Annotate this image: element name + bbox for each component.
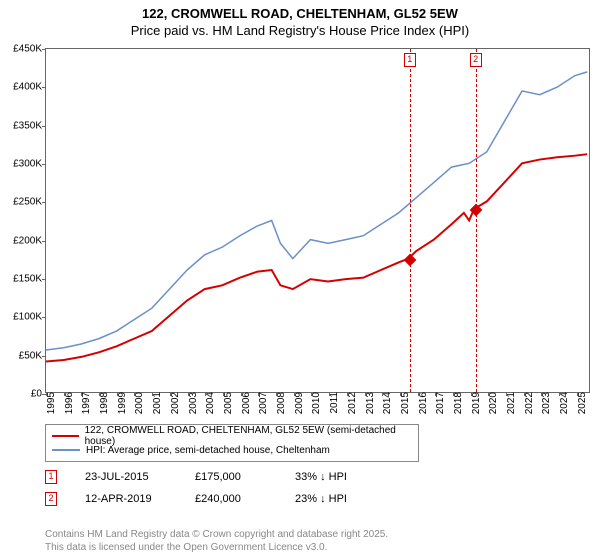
x-axis-label: 2003 <box>184 392 199 414</box>
sale-pct: 33% ↓ HPI <box>295 471 395 483</box>
y-axis-label: £250K <box>13 197 46 208</box>
x-axis-label: 2009 <box>290 392 305 414</box>
chart-area: £0£50K£100K£150K£200K£250K£300K£350K£400… <box>45 48 590 393</box>
x-axis-label: 2004 <box>201 392 216 414</box>
x-axis-label: 2017 <box>431 392 446 414</box>
x-axis-label: 2016 <box>414 392 429 414</box>
footer: Contains HM Land Registry data © Crown c… <box>45 528 388 554</box>
sale-date: 12-APR-2019 <box>85 493 195 505</box>
sale-row-marker: 1 <box>45 470 57 484</box>
x-axis-label: 1998 <box>95 392 110 414</box>
sales-table: 1 23-JUL-2015£175,00033% ↓ HPI 2 12-APR-201… <box>45 466 395 510</box>
sale-pct: 23% ↓ HPI <box>295 493 395 505</box>
y-axis-label: £150K <box>13 274 46 285</box>
sale-vline <box>476 49 477 392</box>
x-axis-label: 2005 <box>219 392 234 414</box>
x-axis-label: 2013 <box>361 392 376 414</box>
sale-price: £175,000 <box>195 471 295 483</box>
chart-container: 122, CROMWELL ROAD, CHELTENHAM, GL52 5EW… <box>0 0 600 560</box>
footer-line2: This data is licensed under the Open Gov… <box>45 541 388 554</box>
sale-row: 2 12-APR-2019£240,00023% ↓ HPI <box>45 488 395 510</box>
plot: £0£50K£100K£150K£200K£250K£300K£350K£400… <box>45 48 590 393</box>
series-property <box>46 154 587 361</box>
footer-line1: Contains HM Land Registry data © Crown c… <box>45 528 388 541</box>
x-axis-label: 2011 <box>325 392 340 414</box>
y-axis-label: £50K <box>19 350 46 361</box>
x-axis-label: 2019 <box>467 392 482 414</box>
x-axis-label: 2012 <box>343 392 358 414</box>
y-axis-label: £350K <box>13 120 46 131</box>
x-axis-label: 2020 <box>484 392 499 414</box>
x-axis-label: 2021 <box>502 392 517 414</box>
sale-date: 23-JUL-2015 <box>85 471 195 483</box>
y-axis-label: £200K <box>13 235 46 246</box>
x-axis-label: 1997 <box>77 392 92 414</box>
y-axis-label: £450K <box>13 44 46 55</box>
y-axis-label: £400K <box>13 82 46 93</box>
legend-label: HPI: Average price, semi-detached house,… <box>86 445 330 456</box>
title-line1: 122, CROMWELL ROAD, CHELTENHAM, GL52 5EW <box>0 6 600 23</box>
x-axis-label: 2002 <box>166 392 181 414</box>
x-axis-label: 2023 <box>537 392 552 414</box>
x-axis-label: 1996 <box>60 392 75 414</box>
x-axis-label: 2018 <box>449 392 464 414</box>
sale-price: £240,000 <box>195 493 295 505</box>
x-axis-label: 2008 <box>272 392 287 414</box>
sale-marker-box: 2 <box>470 53 482 67</box>
x-axis-label: 2000 <box>130 392 145 414</box>
x-axis-label: 2022 <box>520 392 535 414</box>
legend-box: 122, CROMWELL ROAD, CHELTENHAM, GL52 5EW… <box>45 424 419 462</box>
sale-row-marker: 2 <box>45 492 57 506</box>
x-axis-label: 2001 <box>148 392 163 414</box>
y-axis-label: £300K <box>13 159 46 170</box>
sale-marker-box: 1 <box>404 53 416 67</box>
x-axis-label: 2010 <box>307 392 322 414</box>
x-axis-label: 2014 <box>378 392 393 414</box>
legend-swatch <box>52 435 79 437</box>
sale-vline <box>410 49 411 392</box>
x-axis-label: 2015 <box>396 392 411 414</box>
legend-swatch <box>52 449 80 451</box>
x-axis-label: 2006 <box>237 392 252 414</box>
x-axis-label: 2007 <box>254 392 269 414</box>
y-axis-label: £100K <box>13 312 46 323</box>
x-axis-label: 2024 <box>555 392 570 414</box>
x-axis-label: 1999 <box>113 392 128 414</box>
series-hpi <box>46 72 587 350</box>
title-line2: Price paid vs. HM Land Registry's House … <box>0 23 600 40</box>
x-axis-label: 2025 <box>573 392 588 414</box>
legend-item: 122, CROMWELL ROAD, CHELTENHAM, GL52 5EW… <box>52 429 412 443</box>
line-svg <box>46 49 589 392</box>
sale-row: 1 23-JUL-2015£175,00033% ↓ HPI <box>45 466 395 488</box>
title-block: 122, CROMWELL ROAD, CHELTENHAM, GL52 5EW… <box>0 0 600 40</box>
x-axis-label: 1995 <box>42 392 57 414</box>
